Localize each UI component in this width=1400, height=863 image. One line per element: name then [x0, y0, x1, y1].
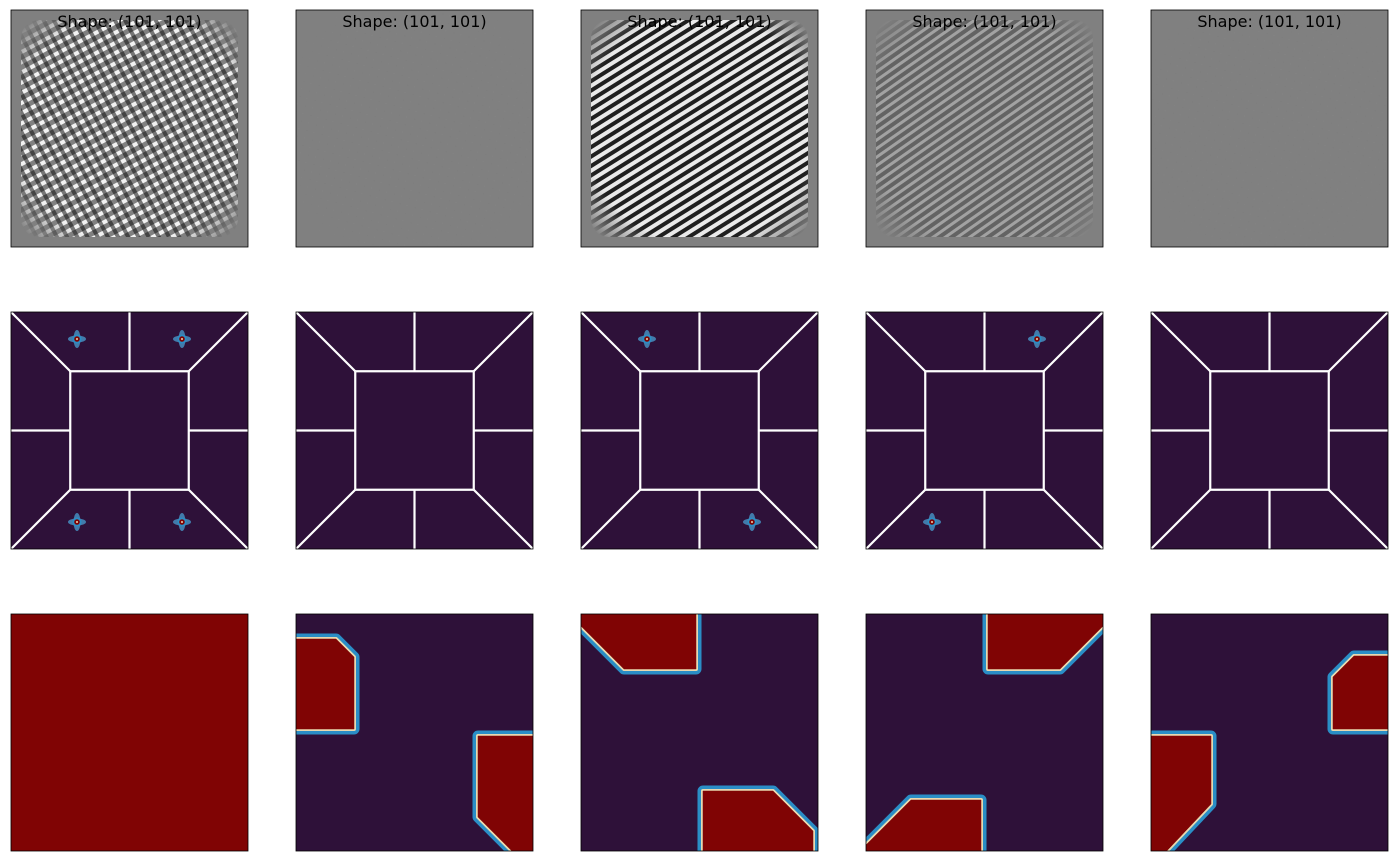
panel-frame [295, 9, 534, 248]
region-boundary [1042, 488, 1104, 550]
spectral-peak [68, 330, 86, 348]
pattern-panel: Shape: (101, 101) [295, 9, 534, 248]
spectral-peak [173, 513, 191, 531]
pattern-vignette [866, 10, 1103, 247]
region-boundary [580, 311, 642, 373]
panel-frame [865, 311, 1104, 550]
panel-frame [1150, 613, 1389, 852]
region-boundary [865, 311, 927, 373]
panel-frame [1150, 311, 1389, 550]
panel-frame [580, 311, 819, 550]
panel-title: Shape: (101, 101) [627, 12, 771, 31]
region-boundary [472, 311, 534, 373]
spectral-peak [1028, 330, 1046, 348]
panel-frame [865, 9, 1104, 248]
panel-frame [295, 311, 534, 550]
mask-region [581, 614, 697, 670]
panel-frame [10, 311, 249, 550]
mask-region [702, 790, 814, 851]
spectral-peak [923, 513, 941, 531]
spectral-peak [173, 330, 191, 348]
region-boundary [1150, 311, 1212, 373]
spectrum-panel [295, 311, 534, 550]
spectrum-panel [1150, 311, 1389, 550]
panel-frame [10, 613, 249, 852]
panel-title: Shape: (101, 101) [1197, 12, 1341, 31]
pattern-panel: Shape: (101, 101) [10, 9, 249, 248]
pattern-vignette [296, 10, 533, 247]
pattern-panel: Shape: (101, 101) [580, 9, 819, 248]
panel-frame [10, 9, 249, 248]
region-boundary [472, 488, 534, 550]
mask-panel [295, 613, 534, 852]
panel-grid: Shape: (101, 101) Shape: (101, 101) Shape:… [10, 9, 1389, 852]
pattern-vignette [1151, 10, 1388, 247]
region-boundary [10, 488, 72, 550]
region-boundary [10, 311, 72, 373]
spectral-peak [638, 330, 656, 348]
region-boundary [1327, 311, 1389, 373]
mask-panel [865, 613, 1104, 852]
spectrum-panel [580, 311, 819, 550]
mask-panel [580, 613, 819, 852]
panel-title: Shape: (101, 101) [912, 12, 1056, 31]
panel-frame [295, 613, 534, 852]
pattern-vignette [11, 10, 248, 247]
mask-region [11, 614, 248, 851]
region-boundary [580, 488, 642, 550]
pattern-panel: Shape: (101, 101) [1150, 9, 1389, 248]
region-boundary [757, 488, 819, 550]
region-boundary [757, 311, 819, 373]
region-boundary [865, 488, 927, 550]
panel-title: Shape: (101, 101) [57, 12, 201, 31]
region-boundary [187, 488, 249, 550]
panel-frame [865, 613, 1104, 852]
mask-region [296, 638, 355, 730]
mask-region [987, 614, 1103, 670]
region-boundary [295, 488, 357, 550]
panel-frame [580, 613, 819, 852]
spectral-peak [68, 513, 86, 531]
region-boundary [1042, 311, 1104, 373]
region-boundary [187, 311, 249, 373]
panel-frame [580, 9, 819, 248]
mask-panel [1150, 613, 1389, 852]
panel-frame [1150, 9, 1389, 248]
spectrum-panel [865, 311, 1104, 550]
mask-panel [10, 613, 249, 852]
panel-title: Shape: (101, 101) [342, 12, 486, 31]
pattern-vignette [581, 10, 818, 247]
pattern-panel: Shape: (101, 101) [865, 9, 1104, 248]
mask-region [866, 799, 982, 851]
mask-region [1332, 655, 1388, 730]
mask-region [477, 735, 533, 851]
region-boundary [1327, 488, 1389, 550]
spectrum-panel [10, 311, 249, 550]
mask-region [1151, 735, 1212, 851]
region-boundary [1150, 488, 1212, 550]
spectral-peak [743, 513, 761, 531]
region-boundary [295, 311, 357, 373]
